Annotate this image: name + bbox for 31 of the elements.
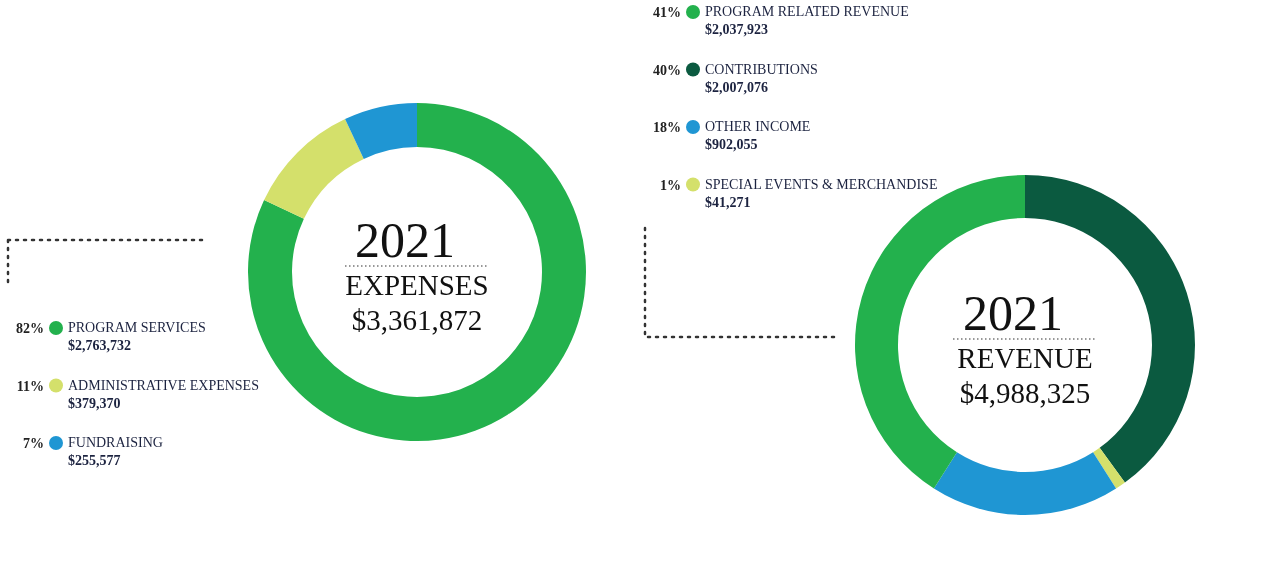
text: $41,271 [705,194,751,210]
legend-label: OTHER INCOME [705,119,811,134]
data-label: 1% [660,177,681,193]
donut-slice [264,119,364,219]
legend-label: ADMINISTRATIVE EXPENSES [68,377,259,393]
legend-label: FUNDRAISING [68,435,163,450]
data-label: 82% [16,321,44,336]
text: 2021 [355,212,455,268]
data-label: 41% [653,5,681,20]
text: REVENUE [957,342,1093,374]
donut-slice [1093,447,1125,489]
text: $379,370 [68,395,121,411]
text: $902,055 [705,137,758,152]
text: $4,988,325 [959,377,1091,409]
data-label: 40% [653,62,681,78]
legend-label: PROGRAM RELATED REVENUE [705,4,909,19]
text: $2,007,076 [705,79,768,95]
text: $3,361,872 [351,304,483,336]
legend-label: CONTRIBUTIONS [705,61,818,77]
text: $255,577 [68,453,121,468]
text: 2021 [963,285,1063,341]
data-label: 11% [16,378,44,394]
text: EXPENSES [345,269,489,301]
text: $2,763,732 [68,338,131,353]
text: $2,037,923 [705,22,768,37]
legend-label: PROGRAM SERVICES [68,320,206,335]
donut-slice [345,103,417,159]
donut-slice [933,452,1117,515]
data-label: 7% [23,436,44,451]
legend-label: SPECIAL EVENTS & MERCHANDISE [705,176,938,192]
data-label: 18% [653,120,681,135]
